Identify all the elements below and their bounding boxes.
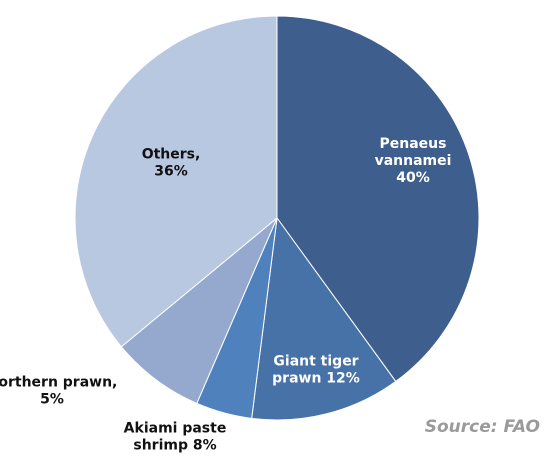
slice-label-line: Penaeus	[380, 136, 447, 152]
pie-slice-3	[120, 217, 278, 405]
slice-label-line: 5%	[40, 392, 64, 408]
pie-slice-4	[74, 15, 278, 348]
slice-labels: Penaeus vannamei 40% Giant tiger prawn 12% Ak…	[0, 136, 451, 454]
slice-label-line: vannamei	[375, 153, 452, 169]
slice-label-line: 40%	[396, 170, 430, 186]
source-note: Source: FAO	[425, 417, 540, 437]
slice-label-line: 36%	[154, 164, 188, 180]
slice-label-line: Akiami paste	[124, 421, 227, 437]
pie-slices	[74, 15, 480, 421]
pie-slice-0	[276, 15, 480, 383]
slice-label-line: shrimp 8%	[133, 438, 216, 454]
slice-label-0: Penaeus vannamei 40%	[375, 136, 452, 186]
slice-label-3: Northern prawn,5%	[0, 375, 117, 408]
slice-label-2: Akiami paste shrimp 8%	[124, 421, 227, 454]
slice-label-4: Others, 36%	[142, 147, 201, 180]
slice-label-line: prawn 12%	[272, 371, 360, 387]
slice-label-line: Northern prawn,	[0, 375, 117, 391]
slice-label-line: Others,	[142, 147, 201, 163]
pie-slice-1	[251, 216, 397, 421]
slice-label-line: Giant tiger	[273, 354, 358, 370]
slice-label-1: Giant tiger prawn 12%	[272, 354, 360, 387]
